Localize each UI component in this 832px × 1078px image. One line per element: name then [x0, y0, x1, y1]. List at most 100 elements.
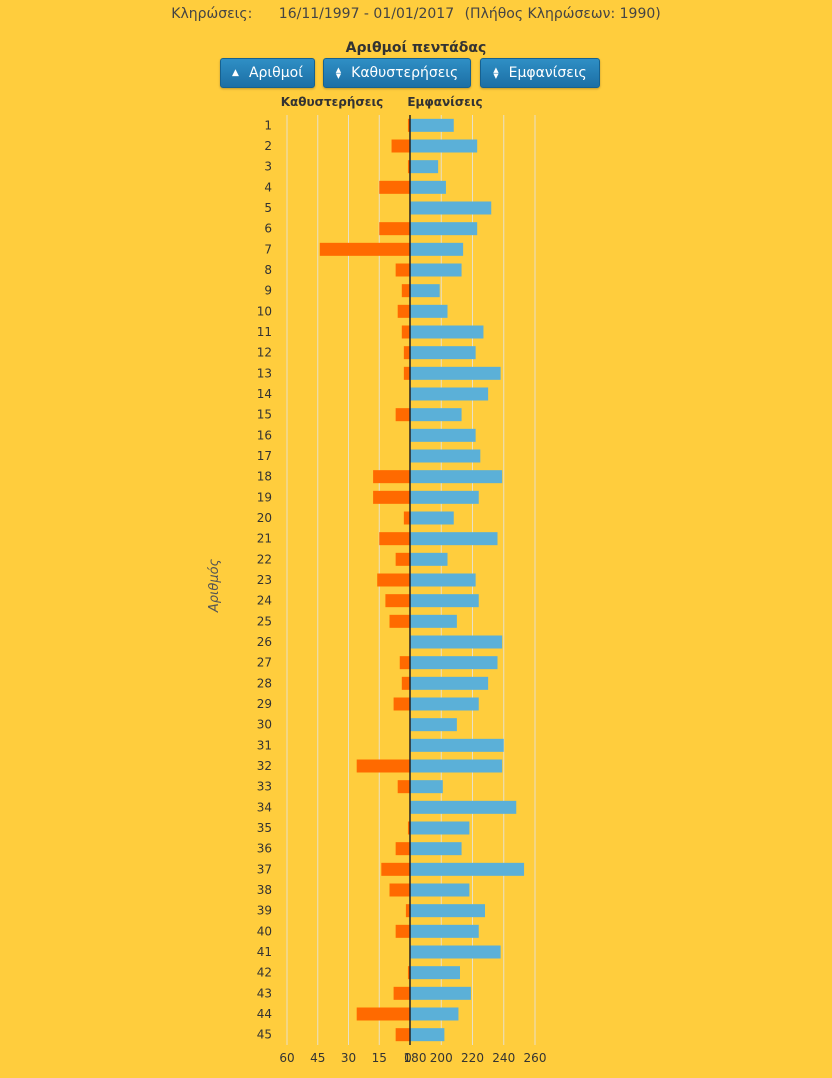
x-tick-label-right: 260	[524, 1051, 547, 1065]
delays-bar	[395, 924, 410, 938]
delays-bar	[405, 904, 410, 918]
appearances-bar	[410, 780, 443, 794]
draws-info: Κληρώσεις: 16/11/1997 - 01/01/2017 (Πλήθ…	[0, 6, 832, 22]
appearances-bar	[410, 304, 448, 318]
delays-bar	[403, 511, 410, 525]
appearances-bar	[410, 697, 479, 711]
delays-bar	[399, 656, 410, 670]
appearances-bar	[410, 718, 457, 732]
appearances-bar	[410, 966, 460, 980]
x-tick-label-right: 200	[430, 1051, 453, 1065]
appearances-bar	[410, 821, 470, 835]
delays-bar	[401, 284, 410, 298]
draws-date-range: 16/11/1997 - 01/01/2017	[278, 6, 455, 22]
delays-bar	[385, 594, 410, 608]
delays-bar	[395, 408, 410, 422]
delays-bar	[407, 821, 410, 835]
sort-by-number-button[interactable]: ▲ Αριθμοί	[220, 58, 315, 88]
category-label: 6	[264, 222, 272, 236]
x-tick-label-left: 30	[341, 1051, 356, 1065]
delays-bar	[403, 346, 410, 360]
sort-both-icon: ▲ ▼	[493, 66, 499, 80]
category-label: 14	[257, 387, 272, 401]
delays-bar	[373, 490, 410, 504]
category-label: 25	[257, 614, 272, 628]
appearances-bar	[410, 532, 498, 546]
delays-bar	[356, 759, 410, 773]
delays-bar	[381, 862, 410, 876]
delays-bar	[397, 304, 410, 318]
x-tick-label-right: 180	[404, 1051, 427, 1065]
category-label: 1	[264, 118, 272, 132]
category-label: 11	[257, 325, 272, 339]
x-tick-label-right: 220	[461, 1051, 484, 1065]
category-label: 16	[257, 428, 272, 442]
appearances-bar	[410, 738, 504, 752]
delays-bar	[395, 842, 410, 856]
category-label: 9	[264, 284, 272, 298]
appearances-bar	[410, 490, 479, 504]
appearances-bar	[410, 614, 457, 628]
category-label: 41	[257, 945, 272, 959]
appearances-bar	[410, 676, 489, 690]
category-label: 3	[264, 160, 272, 174]
delays-bar	[379, 532, 410, 546]
appearances-bar	[410, 160, 439, 174]
category-label: 36	[257, 842, 272, 856]
category-label: 37	[257, 862, 272, 876]
delays-bar	[407, 160, 410, 174]
appearances-bar	[410, 862, 525, 876]
delays-series-label: Καθυστερήσεις	[281, 95, 384, 109]
appearances-bar	[410, 470, 503, 484]
category-label: 19	[257, 490, 272, 504]
category-label: 21	[257, 532, 272, 546]
appearances-bar	[410, 242, 464, 256]
appearances-bar	[410, 759, 503, 773]
category-label: 17	[257, 449, 272, 463]
category-label: 42	[257, 966, 272, 980]
delays-bar	[395, 263, 410, 277]
appearances-bar	[410, 511, 454, 525]
appearances-bar	[410, 449, 481, 463]
appearances-bar	[410, 263, 462, 277]
appearances-bar	[410, 656, 498, 670]
category-label: 32	[257, 759, 272, 773]
y-axis-label: Αριθμός	[207, 558, 223, 613]
delays-bar	[401, 676, 410, 690]
x-tick-label-right: 240	[492, 1051, 515, 1065]
category-label: 12	[257, 346, 272, 360]
delays-bar	[397, 780, 410, 794]
appearances-bar	[410, 635, 503, 649]
sort-by-delays-label: Καθυστερήσεις	[351, 65, 459, 81]
category-label: 8	[264, 263, 272, 277]
appearances-bar	[410, 201, 492, 215]
category-label: 34	[257, 800, 272, 814]
appearances-bar	[410, 408, 462, 422]
category-label: 30	[257, 718, 272, 732]
draws-label: Κληρώσεις:	[171, 6, 253, 22]
sort-by-delays-button[interactable]: ▲ ▼ Καθυστερήσεις	[323, 58, 471, 88]
appearances-bar	[410, 387, 489, 401]
category-label: 26	[257, 635, 272, 649]
appearances-bar	[410, 552, 448, 566]
sort-by-appearances-button[interactable]: ▲ ▼ Εμφανίσεις	[480, 58, 600, 88]
appearances-bar	[410, 118, 454, 132]
appearances-bar	[410, 986, 471, 1000]
x-tick-label-left: 15	[372, 1051, 387, 1065]
x-tick-label-left: 45	[310, 1051, 325, 1065]
sort-by-number-label: Αριθμοί	[248, 65, 303, 81]
delays-bar	[379, 180, 410, 194]
category-label: 7	[264, 242, 272, 256]
category-label: 39	[257, 904, 272, 918]
x-tick-label-left: 60	[279, 1051, 294, 1065]
appearances-bar	[410, 139, 478, 153]
appearances-bar	[410, 573, 476, 587]
appearances-bar	[410, 945, 501, 959]
delays-bar	[393, 986, 410, 1000]
category-label: 29	[257, 697, 272, 711]
appearances-bar	[410, 1007, 459, 1021]
appearances-bar	[410, 800, 517, 814]
appearances-bar	[410, 594, 479, 608]
delays-bar	[395, 1028, 410, 1042]
